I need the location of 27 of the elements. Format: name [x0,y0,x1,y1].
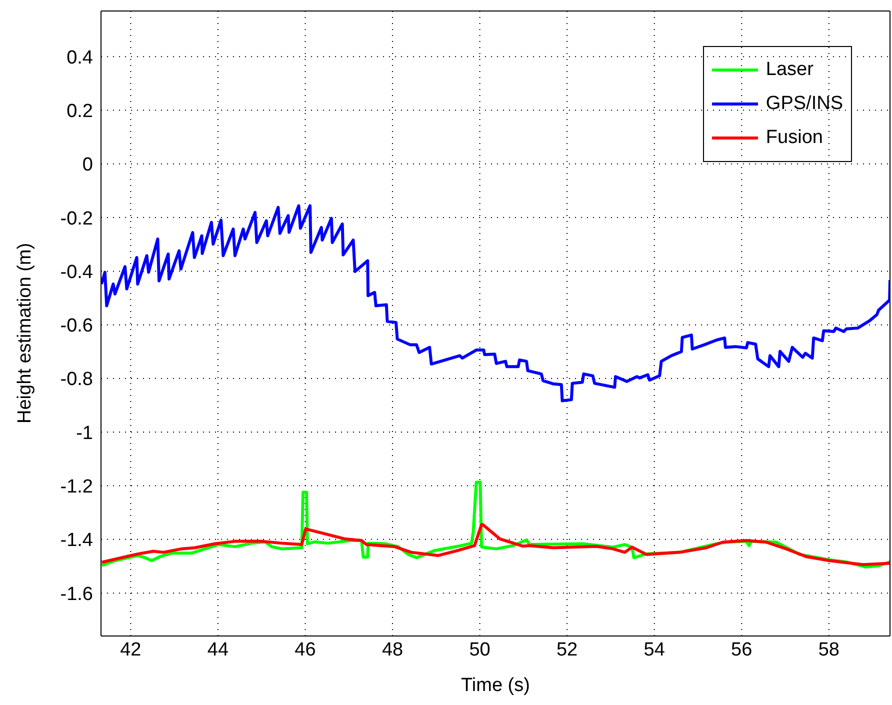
legend-label: Fusion [766,127,823,149]
y-tick-label: -1.4 [60,530,94,552]
line-series [101,204,890,402]
legend-label: Laser [766,59,814,81]
y-axis-title: Height estimation (m) [14,242,36,424]
legend-label: GPS/INS [766,93,843,115]
y-tick-label: -1.2 [60,476,93,498]
y-tick-label: -0.8 [60,369,93,390]
y-tick-label: 0 [82,154,93,176]
x-tick-label: 42 [120,639,142,660]
x-tick-label: 52 [556,639,578,660]
x-tick-label: 50 [469,639,490,660]
x-tick-label: 46 [294,639,316,660]
y-tick-label: -1.6 [60,584,93,605]
x-tick-label: 48 [382,639,404,660]
y-tick-label: 0.4 [66,47,94,68]
x-tick-label: 58 [818,639,840,660]
y-tick-label: -0.2 [60,208,93,230]
x-tick-label: 54 [644,639,666,660]
x-axis-title: Time (s) [461,675,530,696]
y-tick-label: -1 [76,422,93,444]
y-tick-label: -0.6 [60,316,93,337]
x-tick-label: 44 [207,639,229,660]
line-series [101,523,890,566]
y-tick-label: -0.4 [60,262,94,283]
x-tick-label: 56 [731,639,752,660]
y-tick-label: 0.2 [66,100,93,122]
